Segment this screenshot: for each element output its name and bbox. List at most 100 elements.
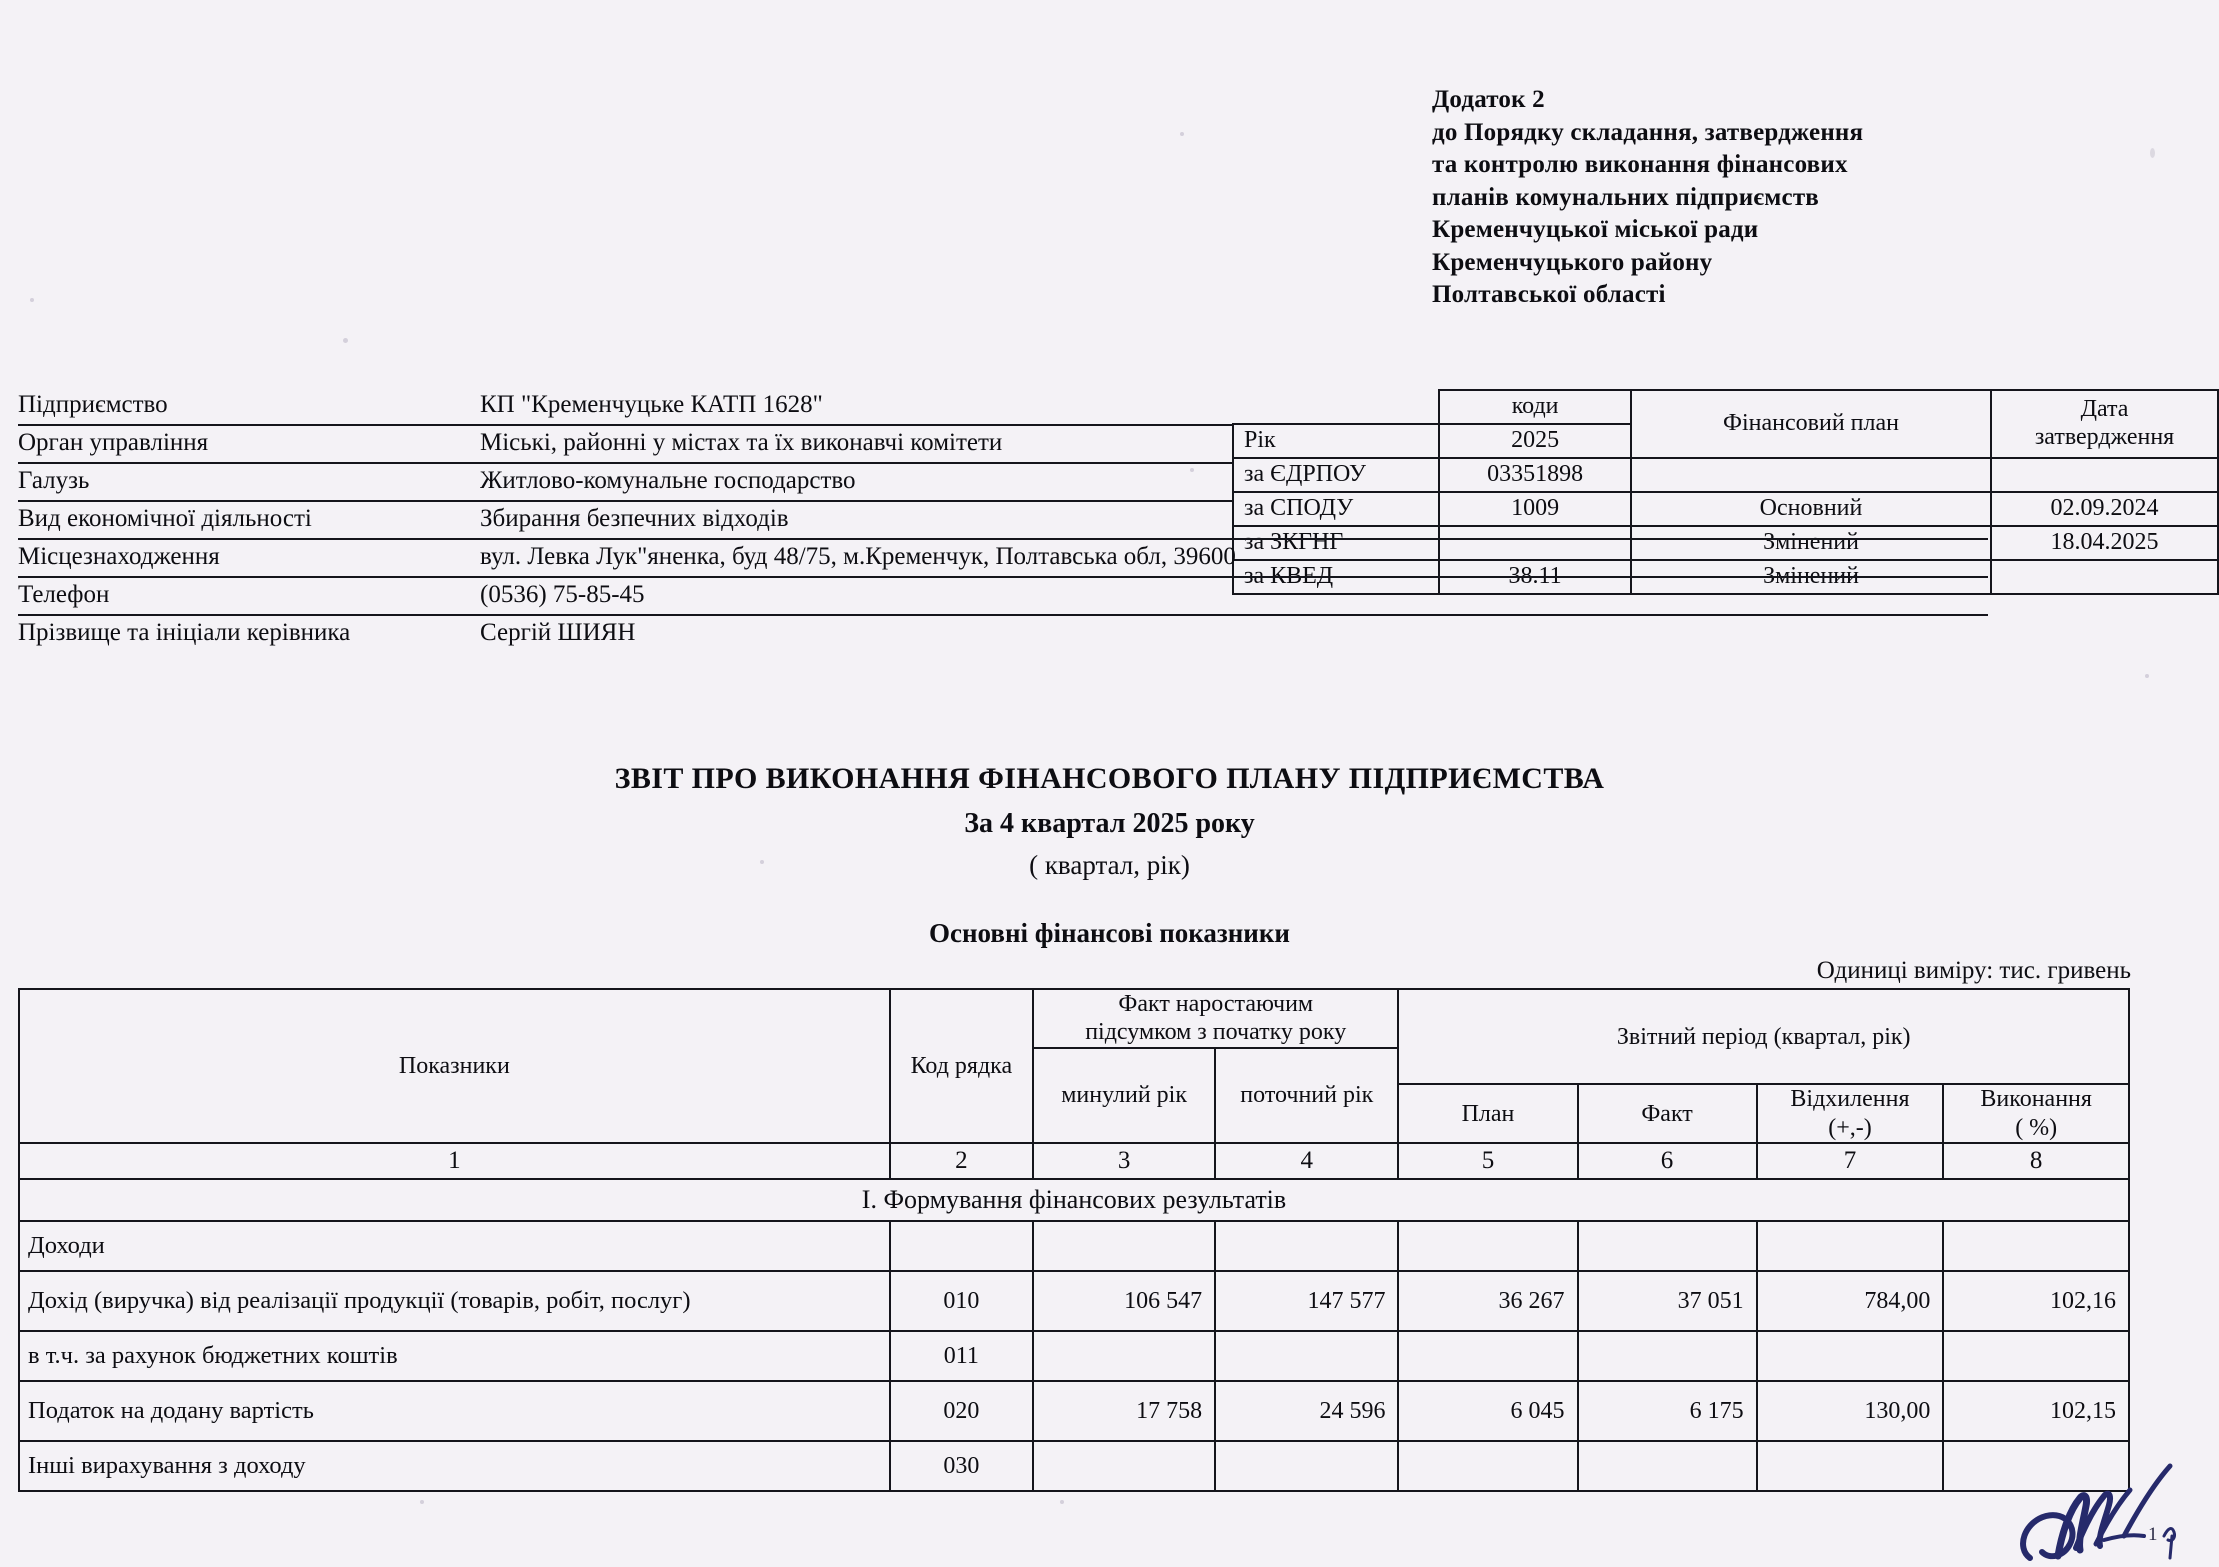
row-deviation-vat: 130,00 (1755, 1380, 1945, 1442)
row-label-budget-funds: в т.ч. за рахунок бюджетних коштів (18, 1330, 891, 1382)
info-value-location: вул. Левка Лук"яненка, буд 48/75, м.Крем… (480, 543, 1236, 570)
info-value-director: Сергій ШИЯН (480, 619, 636, 646)
codes-date-zkgng: 18.04.2025 (1990, 525, 2219, 561)
page-number: 1 (2148, 1524, 2158, 1545)
table-section-header-row: I. Формування фінансових результатів (18, 1178, 2130, 1222)
codes-row-zkgng: за ЗКГНГ Змінений 18.04.2025 (1231, 525, 2219, 561)
codes-header-finplan: Фінансовий план (1629, 389, 1993, 459)
row-execution-incomes (1942, 1220, 2130, 1272)
info-rule (18, 614, 1988, 616)
colnum-8: 8 (1942, 1142, 2130, 1180)
codes-label-year: Рік (1231, 423, 1441, 459)
codes-header-row: коди Фінансовий план Дата затвердження (1233, 389, 2219, 459)
info-row-enterprise: Підприємство КП "Кременчуцьке КАТП 1628" (18, 388, 2158, 426)
codes-plan-spodu: Основний (1629, 491, 1993, 527)
th-deviation-line1: Відхилення (1790, 1086, 1910, 1113)
info-value-activity-type: Збирання безпечних відходів (480, 505, 789, 532)
th-fact: Факт (1576, 1083, 1758, 1144)
row-code-vat: 020 (888, 1380, 1035, 1442)
info-label-industry: Галузь (18, 467, 90, 494)
info-label-enterprise: Підприємство (18, 391, 168, 418)
colnum-6: 6 (1576, 1142, 1758, 1180)
th-execution-line2: ( %) (2015, 1114, 2058, 1141)
row-prev-year-incomes (1032, 1220, 1217, 1272)
colnum-7: 7 (1755, 1142, 1945, 1180)
row-plan-budget-funds (1397, 1330, 1579, 1382)
codes-row-edrpou: за ЄДРПОУ 03351898 (1231, 457, 2219, 493)
table-row: Доходи (18, 1220, 2130, 1272)
info-row-activity-type: Вид економічної діяльності Збирання безп… (18, 502, 2158, 540)
appendix-line: Полтавської області (1432, 281, 1666, 308)
codes-date-kved (1990, 559, 2219, 595)
row-fact-revenue: 37 051 (1576, 1270, 1758, 1332)
financial-indicators-table: Показники Код рядка Факт наростаючим під… (18, 987, 2130, 1492)
scan-speck (343, 338, 348, 343)
codes-row-spodu: за СПОДУ 1009 Основний 02.09.2024 (1231, 491, 2219, 527)
colnum-2: 2 (888, 1142, 1035, 1180)
appendix-line: Кременчуцької міської ради (1432, 216, 1759, 243)
codes-table: коди Фінансовий план Дата затвердження Р… (1231, 389, 2219, 595)
row-prev-year-other-deductions (1032, 1440, 1217, 1492)
row-label-other-deductions: Інші вирахування з доходу (18, 1440, 891, 1492)
director-signature (2020, 1463, 2176, 1561)
section-title-indicators: Основні фінансові показники (929, 918, 1290, 948)
info-rule (18, 500, 1232, 502)
row-deviation-budget-funds (1755, 1330, 1945, 1382)
codes-header-codes: коди (1438, 389, 1632, 425)
codes-header-date-line2: затвердження (2034, 424, 2175, 450)
info-label-activity-type: Вид економічної діяльності (18, 505, 312, 532)
table-head: Показники Код рядка Факт наростаючим під… (18, 987, 2130, 1180)
appendix-line: Кременчуцького району (1432, 248, 1713, 276)
table-header-row-3: План Факт Відхилення (+,-) Виконання ( %… (19, 1083, 2130, 1144)
row-plan-vat: 6 045 (1397, 1380, 1579, 1442)
row-plan-revenue: 36 267 (1397, 1270, 1579, 1332)
codes-value-year: 2025 (1438, 423, 1632, 459)
table-header-row-2: минулий рік поточний рік (19, 1046, 2129, 1145)
codes-plan-zkgng: Змінений (1629, 525, 1993, 561)
row-label-incomes: Доходи (18, 1220, 891, 1272)
row-execution-vat: 102,15 (1942, 1380, 2130, 1442)
codes-value-edrpou: 03351898 (1438, 457, 1632, 493)
info-rule (18, 462, 1232, 464)
row-deviation-other-deductions (1755, 1440, 1945, 1492)
info-label-location: Місцезнаходження (18, 543, 220, 570)
codes-date-spodu: 02.09.2024 (1990, 491, 2219, 527)
th-plan: План (1397, 1083, 1579, 1144)
info-rule (18, 424, 1232, 426)
units-of-measure: Одиниці виміру: тис. гривень (1816, 957, 2131, 984)
th-indicators: Показники (18, 988, 891, 1144)
colnum-5: 5 (1397, 1142, 1579, 1180)
row-curr-year-other-deductions (1214, 1440, 1400, 1492)
row-execution-revenue: 102,16 (1942, 1270, 2130, 1332)
row-deviation-incomes (1755, 1220, 1945, 1272)
codes-value-spodu: 1009 (1438, 491, 1632, 527)
row-plan-other-deductions (1397, 1440, 1579, 1492)
section-header-financial-results: I. Формування фінансових результатів (18, 1178, 2130, 1222)
table-body: I. Формування фінансових результатів Дох… (18, 1178, 2130, 1492)
codes-plan-edrpou (1629, 457, 1993, 493)
info-value-industry: Житлово-комунальне господарство (480, 467, 856, 494)
row-fact-incomes (1576, 1220, 1758, 1272)
row-fact-other-deductions (1576, 1440, 1758, 1492)
info-value-phone: (0536) 75-85-45 (480, 581, 645, 608)
info-row-director: Прізвище та ініціали керівника Сергій ШИ… (18, 616, 2158, 654)
row-fact-vat: 6 175 (1576, 1380, 1758, 1442)
appendix-line: до Порядку складання, затвердження (1432, 118, 1864, 146)
row-code-incomes (888, 1220, 1035, 1272)
row-deviation-revenue: 784,00 (1755, 1270, 1945, 1332)
appendix-block: Додаток 2 до Порядку складання, затвердж… (1432, 84, 1863, 312)
th-deviation-line2: (+,-) (1828, 1114, 1872, 1141)
th-curr-year: поточний рік (1214, 1046, 1400, 1145)
table-row: в т.ч. за рахунок бюджетних коштів 011 (18, 1330, 2130, 1382)
table-row: Інші вирахування з доходу 030 (18, 1440, 2130, 1492)
document-title: ЗВІТ ПРО ВИКОНАННЯ ФІНАНСОВОГО ПЛАНУ ПІД… (614, 762, 1605, 795)
scan-speck (420, 1500, 424, 1504)
codes-header-date-line1: Дата (2080, 396, 2129, 423)
codes-value-zkgng (1438, 525, 1632, 561)
info-row-location: Місцезнаходження вул. Левка Лук"яненка, … (18, 540, 2158, 578)
entity-info-block: Підприємство КП "Кременчуцьке КАТП 1628"… (18, 388, 2158, 654)
row-prev-year-budget-funds (1032, 1330, 1217, 1382)
scan-speck (2145, 674, 2149, 678)
row-curr-year-incomes (1214, 1220, 1400, 1272)
codes-label-spodu: за СПОДУ (1231, 491, 1441, 527)
